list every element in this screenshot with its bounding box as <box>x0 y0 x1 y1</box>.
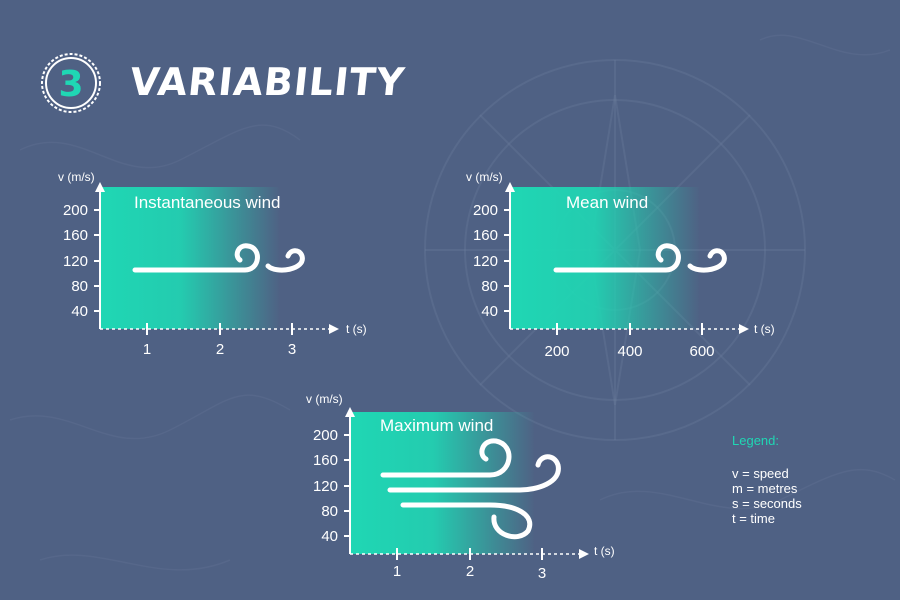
x-tick-label: 400 <box>617 343 642 360</box>
y-tick-label: 80 <box>481 278 498 295</box>
y-tick-label: 160 <box>63 227 88 244</box>
x-tick-label: 200 <box>544 343 569 360</box>
chart-area <box>350 412 535 554</box>
x-axis-arrow <box>579 549 589 559</box>
x-tick-label: 2 <box>466 563 474 580</box>
y-tick-label: 40 <box>321 528 338 545</box>
y-tick-label: 200 <box>63 202 88 219</box>
page-title: VARIABILITY <box>127 60 408 104</box>
y-axis-label: v (m/s) <box>466 170 503 184</box>
x-tick-label: 2 <box>216 341 224 358</box>
legend-item: m = metres <box>732 481 798 496</box>
x-axis-label: t (s) <box>754 322 775 336</box>
legend-item: v = speed <box>732 466 789 481</box>
x-tick-label: 3 <box>538 565 546 582</box>
x-tick-label: 1 <box>393 563 401 580</box>
step-number: 3 <box>58 64 83 105</box>
x-axis-label: t (s) <box>346 322 367 336</box>
y-axis-arrow <box>95 182 105 192</box>
y-axis-label: v (m/s) <box>306 392 343 406</box>
maximum-wind-chart: v (m/s) 200 160 120 80 40 1 2 3 t (s) Ma… <box>290 392 630 595</box>
strong-wind-icon <box>380 438 561 540</box>
y-axis-label: v (m/s) <box>58 170 95 184</box>
y-tick-label: 120 <box>63 253 88 270</box>
y-tick-label: 160 <box>473 227 498 244</box>
y-tick-label: 200 <box>473 202 498 219</box>
chart-area <box>510 187 700 329</box>
y-tick-label: 40 <box>481 303 498 320</box>
x-axis-arrow <box>739 324 749 334</box>
x-tick-label: 600 <box>689 343 714 360</box>
y-axis-arrow <box>505 182 515 192</box>
x-tick-label: 1 <box>143 341 151 358</box>
legend: Legend: v = speed m = metres s = seconds… <box>732 433 802 526</box>
chart-title: Mean wind <box>566 193 648 212</box>
x-tick-label: 3 <box>288 341 296 358</box>
legend-item: t = time <box>732 511 775 526</box>
y-tick-label: 200 <box>313 427 338 444</box>
y-axis-arrow <box>345 407 355 417</box>
y-tick-label: 80 <box>71 278 88 295</box>
y-tick-label: 40 <box>71 303 88 320</box>
x-axis-label: t (s) <box>594 544 615 558</box>
step-badge: 3 <box>41 53 101 113</box>
y-tick-label: 120 <box>473 253 498 270</box>
chart-title: Instantaneous wind <box>134 193 281 212</box>
chart-area <box>100 187 280 329</box>
x-axis-arrow <box>329 324 339 334</box>
instantaneous-wind-chart: v (m/s) 200 160 120 80 40 1 2 3 t (s) In… <box>40 170 367 370</box>
y-tick-label: 120 <box>313 478 338 495</box>
legend-item: s = seconds <box>732 496 802 511</box>
mean-wind-chart: v (m/s) 200 160 120 80 40 200 400 600 t … <box>450 170 790 370</box>
y-tick-label: 160 <box>313 452 338 469</box>
wind-gust-icon <box>553 243 727 273</box>
wind-gust-icon <box>132 243 305 273</box>
legend-title: Legend: <box>732 433 779 448</box>
chart-title: Maximum wind <box>380 416 493 435</box>
y-tick-label: 80 <box>321 503 338 520</box>
